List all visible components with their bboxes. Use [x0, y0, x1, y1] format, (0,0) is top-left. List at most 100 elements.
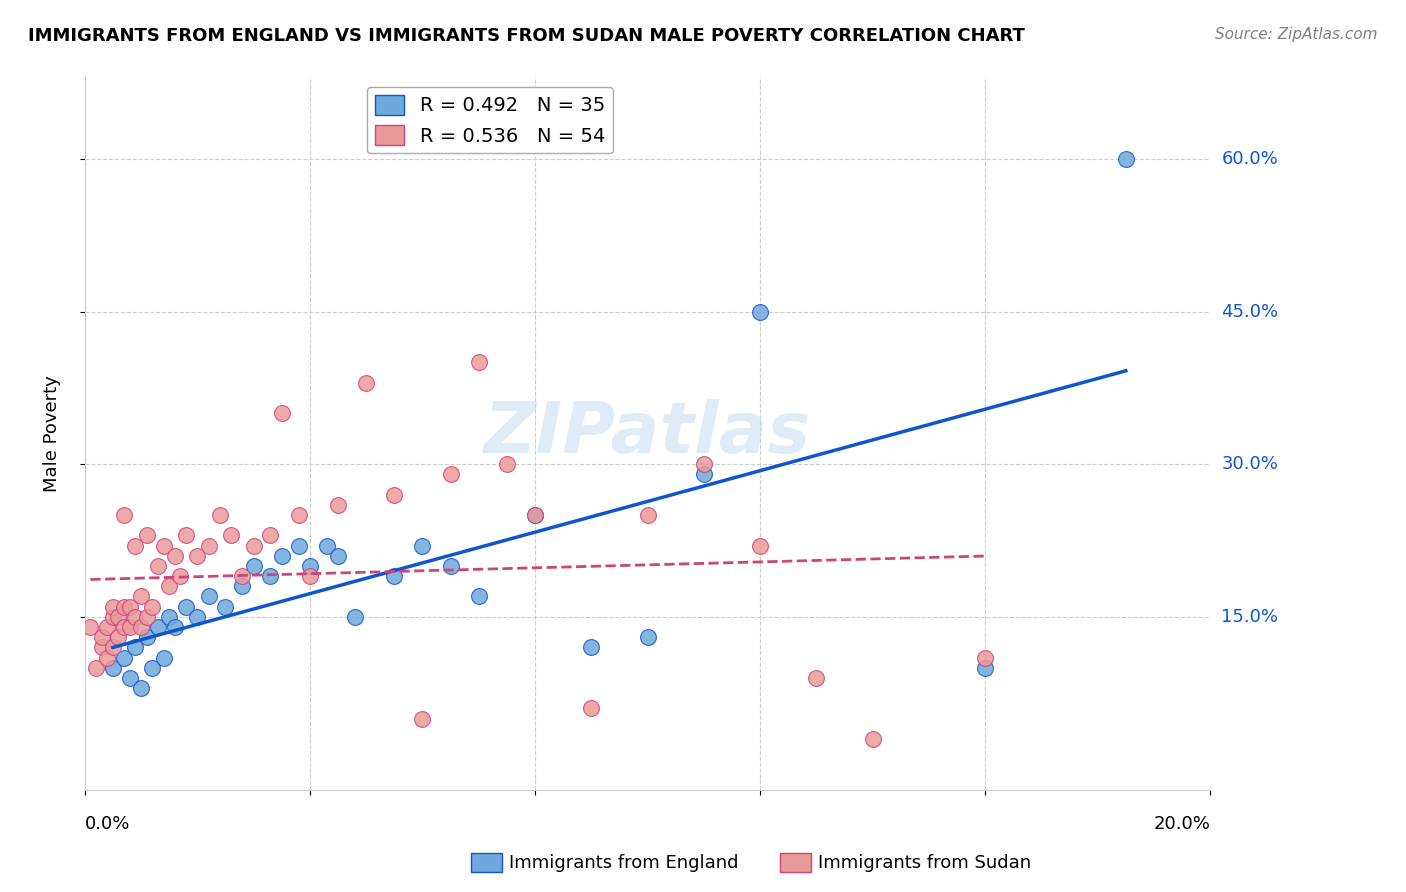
Point	[242, 558, 264, 573]
Point	[152, 650, 174, 665]
Point	[146, 620, 169, 634]
Text: 0.0%: 0.0%	[84, 815, 131, 833]
Point	[974, 650, 997, 665]
Text: 15.0%: 15.0%	[1222, 607, 1278, 626]
Point	[163, 620, 186, 634]
Point	[1115, 152, 1137, 166]
Point	[270, 406, 292, 420]
Point	[523, 508, 546, 522]
Point	[382, 569, 405, 583]
Point	[298, 558, 321, 573]
Point	[693, 457, 716, 471]
Point	[124, 640, 146, 655]
Point	[107, 630, 129, 644]
Text: 20.0%: 20.0%	[1153, 815, 1211, 833]
Point	[157, 610, 180, 624]
Point	[112, 620, 135, 634]
Point	[287, 539, 309, 553]
Point	[467, 590, 489, 604]
Text: Immigrants from England: Immigrants from England	[509, 854, 738, 871]
Text: 45.0%: 45.0%	[1222, 302, 1278, 320]
Text: 60.0%: 60.0%	[1222, 150, 1278, 168]
Point	[90, 640, 112, 655]
Point	[135, 528, 157, 542]
Point	[806, 671, 828, 685]
Point	[270, 549, 292, 563]
Point	[101, 610, 124, 624]
Point	[749, 539, 772, 553]
Point	[112, 599, 135, 614]
Point	[581, 701, 603, 715]
Point	[259, 569, 281, 583]
Point	[315, 539, 337, 553]
Point	[129, 620, 152, 634]
Point	[197, 539, 219, 553]
Point	[439, 558, 461, 573]
Point	[129, 681, 152, 695]
Point	[197, 590, 219, 604]
Y-axis label: Male Poverty: Male Poverty	[44, 376, 60, 492]
Point	[163, 549, 186, 563]
Point	[326, 549, 349, 563]
Text: Immigrants from Sudan: Immigrants from Sudan	[818, 854, 1032, 871]
Point	[326, 498, 349, 512]
Point	[169, 569, 191, 583]
Point	[141, 599, 163, 614]
Point	[157, 579, 180, 593]
Point	[298, 569, 321, 583]
Point	[219, 528, 242, 542]
Text: IMMIGRANTS FROM ENGLAND VS IMMIGRANTS FROM SUDAN MALE POVERTY CORRELATION CHART: IMMIGRANTS FROM ENGLAND VS IMMIGRANTS FR…	[28, 27, 1025, 45]
Point	[101, 640, 124, 655]
Point	[146, 558, 169, 573]
Point	[186, 610, 208, 624]
Point	[862, 731, 884, 746]
Point	[118, 620, 141, 634]
Point	[231, 569, 253, 583]
Point	[84, 661, 107, 675]
Point	[523, 508, 546, 522]
Point	[581, 640, 603, 655]
Point	[974, 661, 997, 675]
Point	[259, 528, 281, 542]
Point	[382, 488, 405, 502]
Point	[174, 599, 197, 614]
Text: Source: ZipAtlas.com: Source: ZipAtlas.com	[1215, 27, 1378, 42]
Point	[79, 620, 101, 634]
Point	[439, 467, 461, 482]
Point	[96, 620, 118, 634]
Point	[637, 630, 659, 644]
Point	[124, 539, 146, 553]
Point	[96, 650, 118, 665]
Point	[242, 539, 264, 553]
Point	[141, 661, 163, 675]
Point	[749, 304, 772, 318]
Point	[107, 610, 129, 624]
Point	[135, 610, 157, 624]
Point	[112, 650, 135, 665]
Point	[101, 599, 124, 614]
Point	[118, 599, 141, 614]
Point	[411, 539, 433, 553]
Point	[152, 539, 174, 553]
Point	[118, 671, 141, 685]
Point	[129, 590, 152, 604]
Point	[214, 599, 236, 614]
Point	[411, 712, 433, 726]
Point	[354, 376, 377, 390]
Point	[135, 630, 157, 644]
Point	[208, 508, 231, 522]
Point	[124, 610, 146, 624]
Text: ZIPatlas: ZIPatlas	[484, 399, 811, 468]
Point	[467, 355, 489, 369]
Point	[637, 508, 659, 522]
Point	[174, 528, 197, 542]
Point	[495, 457, 517, 471]
Legend: R = 0.492   N = 35, R = 0.536   N = 54: R = 0.492 N = 35, R = 0.536 N = 54	[367, 87, 613, 153]
Point	[90, 630, 112, 644]
Point	[186, 549, 208, 563]
Point	[101, 661, 124, 675]
Point	[287, 508, 309, 522]
Point	[343, 610, 366, 624]
Text: 30.0%: 30.0%	[1222, 455, 1278, 473]
Point	[112, 508, 135, 522]
